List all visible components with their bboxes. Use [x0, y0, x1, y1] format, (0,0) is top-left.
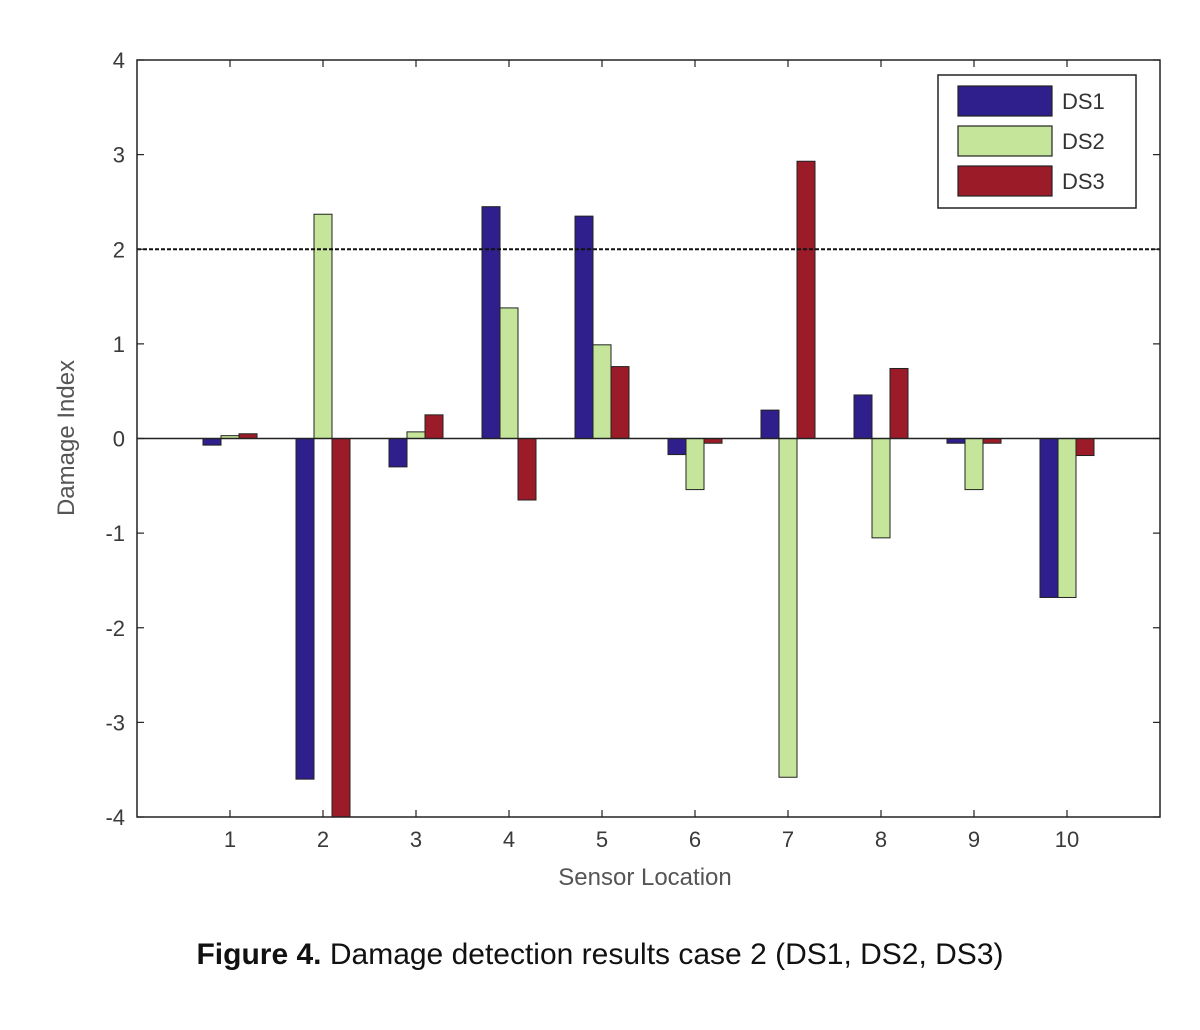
- x-tick-label: 10: [1055, 827, 1079, 852]
- x-tick-label: 6: [689, 827, 701, 852]
- bar-ds1-sensor-3: [388, 438, 408, 468]
- legend-swatch-ds1: [957, 85, 1053, 117]
- bar-ds1-sensor-4: [481, 206, 501, 439]
- y-axis-label: Damage Index: [53, 360, 80, 516]
- figure-caption-text: Damage detection results case 2 (DS1, DS…: [321, 938, 1004, 971]
- legend-label-ds3: DS3: [1062, 169, 1105, 194]
- x-tick-label: 7: [782, 827, 794, 852]
- y-tick-label: 1: [113, 332, 125, 357]
- bar-ds1-sensor-10: [1039, 438, 1059, 598]
- y-tick-label: -2: [105, 616, 125, 641]
- figure-caption: Figure 4. Damage detection results case …: [0, 938, 1200, 972]
- bar-ds2-sensor-2: [313, 213, 333, 439]
- bar-ds1-sensor-1: [202, 438, 222, 446]
- y-axis-ticks: -4 -3 -2 -1 0 1 2 3 4: [105, 48, 1160, 830]
- bar-ds3-sensor-3: [424, 414, 444, 439]
- x-axis-ticks: 1 2 3 4 5 6 7 8 9 10: [224, 60, 1079, 852]
- bar-ds3-sensor-10: [1075, 438, 1095, 457]
- bar-ds2-sensor-8: [871, 438, 891, 539]
- bar-ds1-sensor-7: [760, 409, 780, 439]
- y-tick-label: -4: [105, 805, 125, 830]
- damage-index-bar-chart: -4 -3 -2 -1 0 1 2 3 4 1 2 3 4 5 6 7 8 9 10 Sensor Locatio…: [53, 48, 1161, 891]
- bar-ds3-sensor-2: [331, 438, 351, 818]
- y-tick-label: 4: [113, 48, 125, 73]
- bar-ds3-sensor-8: [889, 367, 909, 440]
- bar-ds2-sensor-6: [685, 438, 705, 491]
- y-tick-label: -3: [105, 710, 125, 735]
- legend-label-ds2: DS2: [1062, 129, 1105, 154]
- y-tick-label: 2: [113, 237, 125, 262]
- x-tick-label: 5: [596, 827, 608, 852]
- bar-ds3-sensor-5: [610, 366, 630, 439]
- bar-ds1-sensor-8: [853, 394, 873, 440]
- bar-ds1-sensor-6: [667, 438, 687, 456]
- legend-swatch-ds3: [957, 165, 1053, 197]
- legend-swatch-ds2: [957, 125, 1053, 157]
- bar-ds3-sensor-7: [796, 160, 816, 439]
- bar-ds2-sensor-4: [499, 307, 519, 440]
- x-axis-label: Sensor Location: [558, 864, 731, 891]
- figure-caption-label: Figure 4.: [196, 938, 322, 971]
- bar-ds2-sensor-5: [592, 344, 612, 440]
- x-tick-label: 2: [317, 827, 329, 852]
- bar-ds2-sensor-9: [964, 438, 984, 491]
- y-tick-label: 0: [113, 427, 125, 452]
- legend: DS1 DS2 DS3: [937, 74, 1137, 209]
- bars-group: [202, 160, 1095, 818]
- x-tick-label: 9: [968, 827, 980, 852]
- y-tick-label: -1: [105, 521, 125, 546]
- x-tick-label: 8: [875, 827, 887, 852]
- bar-ds2-sensor-10: [1057, 438, 1077, 598]
- y-tick-label: 3: [113, 143, 125, 168]
- bar-ds2-sensor-3: [406, 431, 426, 440]
- x-tick-label: 3: [410, 827, 422, 852]
- bar-ds3-sensor-4: [517, 438, 537, 501]
- x-tick-label: 4: [503, 827, 515, 852]
- bar-ds1-sensor-2: [295, 438, 315, 780]
- x-tick-label: 1: [224, 827, 236, 852]
- bar-ds2-sensor-7: [778, 438, 798, 778]
- legend-label-ds1: DS1: [1062, 89, 1105, 114]
